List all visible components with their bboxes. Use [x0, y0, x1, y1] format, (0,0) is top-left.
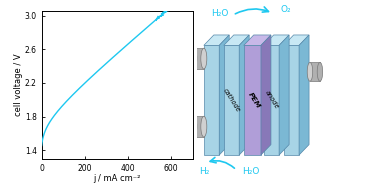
- Ellipse shape: [307, 62, 313, 81]
- Ellipse shape: [191, 48, 197, 69]
- Polygon shape: [284, 35, 309, 45]
- Text: O₂: O₂: [280, 5, 291, 14]
- Polygon shape: [261, 35, 271, 155]
- Polygon shape: [264, 35, 289, 45]
- Polygon shape: [244, 45, 261, 155]
- Text: PEM: PEM: [246, 91, 261, 109]
- Polygon shape: [244, 35, 271, 45]
- Polygon shape: [224, 45, 239, 155]
- Polygon shape: [239, 35, 249, 155]
- Text: H₂O: H₂O: [242, 167, 260, 176]
- Polygon shape: [264, 45, 279, 155]
- X-axis label: j / mA cm⁻²: j / mA cm⁻²: [93, 174, 141, 183]
- Ellipse shape: [201, 48, 207, 69]
- Polygon shape: [204, 45, 219, 155]
- Text: H₂: H₂: [198, 167, 209, 176]
- Text: cathode: cathode: [222, 87, 242, 113]
- Text: anode: anode: [264, 90, 280, 111]
- FancyBboxPatch shape: [194, 48, 204, 69]
- Polygon shape: [219, 35, 229, 155]
- FancyBboxPatch shape: [310, 62, 320, 81]
- Ellipse shape: [201, 116, 207, 137]
- Y-axis label: cell voltage / V: cell voltage / V: [14, 54, 23, 116]
- Ellipse shape: [317, 62, 323, 81]
- Polygon shape: [299, 35, 309, 155]
- Polygon shape: [284, 45, 299, 155]
- Text: H₂O: H₂O: [211, 9, 229, 18]
- Polygon shape: [279, 35, 289, 155]
- FancyBboxPatch shape: [194, 116, 204, 137]
- Polygon shape: [224, 35, 249, 45]
- Polygon shape: [204, 35, 229, 45]
- Ellipse shape: [191, 116, 197, 137]
